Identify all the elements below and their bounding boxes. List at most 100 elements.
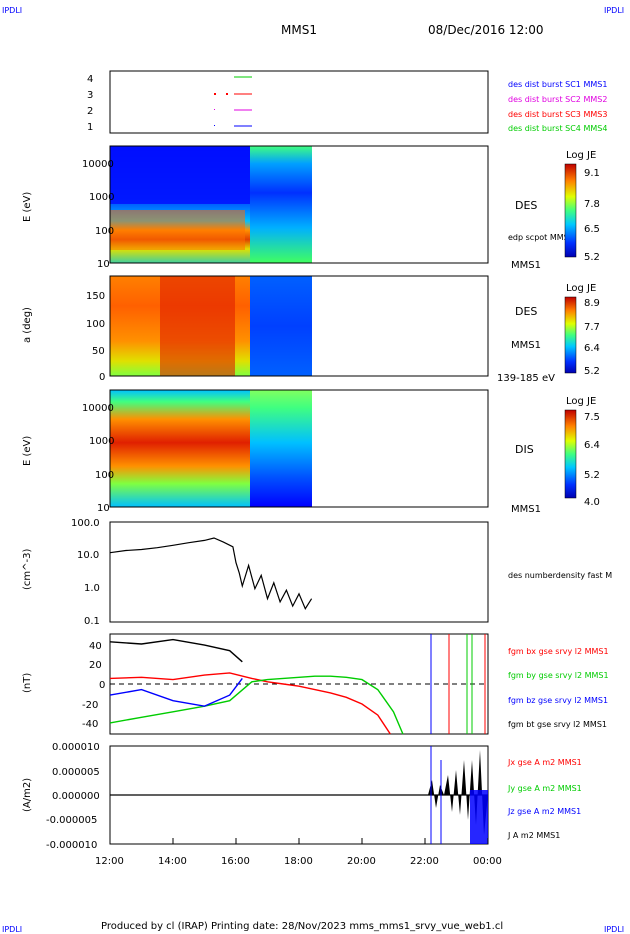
dis-energy-ytick: 10000: [82, 403, 114, 414]
density-panel: 100.0 10.0 1.0 0.1 (cm^-3) des numberden…: [22, 518, 612, 627]
legend-bt: fgm bt gse srvy l2 MMS1: [508, 720, 607, 729]
plot-date-time: 08/Dec/2016 12:00: [428, 23, 544, 37]
time-tick-label: 20:00: [347, 856, 376, 867]
time-tick-label: 12:00: [95, 856, 124, 867]
colorbar-tick: 7.8: [584, 199, 600, 210]
colorbar-tick: 9.1: [584, 168, 600, 179]
time-tick-label: 16:00: [221, 856, 250, 867]
corner-label-top-left: IPDLI: [2, 6, 22, 15]
bfield-ytick: 0: [99, 680, 105, 691]
colorbar-tick: 6.4: [584, 440, 600, 451]
current-ytick: -0.000010: [46, 840, 97, 851]
corner-label-bottom-left: IPDLI: [2, 925, 22, 934]
colorbar-tick: 8.9: [584, 298, 600, 309]
colorbar-tick: 5.2: [584, 252, 600, 263]
current-ylabel: (A/m2): [22, 778, 33, 812]
dis-energy-panel: 10000 1000 100 10 E (eV) DIS MMS1 Log JE…: [22, 389, 600, 515]
des-pitch-tail: [250, 276, 312, 376]
current-late-burst: [428, 750, 488, 835]
legend-bx: fgm bx gse srvy l2 MMS1: [508, 647, 609, 656]
current-ytick: 0.000005: [52, 767, 100, 778]
bfield-line: [109, 672, 391, 735]
des-energy-ytick: 100: [95, 226, 114, 237]
density-ytick: 1.0: [84, 583, 100, 594]
bfield-ytick: -40: [82, 719, 98, 730]
burst-ytick: 1: [87, 122, 93, 133]
time-tick-label: 22:00: [410, 856, 439, 867]
des-pitch-colorbar: [564, 296, 577, 374]
dis-energy-instrument-label: DIS: [515, 443, 534, 456]
footer-credit: Produced by cl (IRAP) Printing date: 28/…: [101, 921, 503, 932]
des-energy-tail: [250, 146, 312, 263]
legend-burst-mms2: des dist burst SC2 MMS2: [508, 95, 607, 104]
des-pitch-ytick: 0: [99, 372, 105, 383]
time-axis: 12:00 14:00 16:00 18:00 20:00 22:00 00:00: [95, 838, 502, 867]
legend-bz: fgm bz gse srvy l2 MMS1: [508, 696, 608, 705]
des-energy-colorbar-title: Log JE: [566, 150, 596, 161]
bfield-ytick: -20: [82, 700, 98, 711]
burst-ytick: 3: [87, 90, 93, 101]
burst-dot: [214, 125, 215, 126]
time-tick-label: 14:00: [158, 856, 187, 867]
bfield-line: [109, 675, 404, 735]
burst-ytick: 2: [87, 106, 93, 117]
des-pitch-ytick: 150: [86, 291, 105, 302]
density-legend: des numberdensity fast M: [508, 571, 612, 580]
spacecraft-title: MMS1: [281, 23, 317, 37]
des-energy-ytick: 10000: [82, 159, 114, 170]
colorbar-tick: 5.2: [584, 366, 600, 377]
bfield-panel: 40 20 0 -20 -40 (nT) fgm bx gse srvy l2 …: [22, 633, 609, 735]
legend-burst-mms3: des dist burst SC3 MMS3: [508, 110, 607, 119]
des-pitch-ytick: 100: [86, 319, 105, 330]
density-ytick: 10.0: [77, 550, 99, 561]
des-pitch-panel: 150 100 50 0 a (deg) DES MMS1 139-185 eV…: [22, 275, 600, 384]
des-energy-ytick: 1000: [89, 192, 114, 203]
des-pitch-hot-region: [160, 276, 235, 376]
bfield-ylabel: (nT): [22, 673, 33, 693]
des-energy-ylabel: E (eV): [22, 192, 33, 222]
colorbar-tick: 6.4: [584, 343, 600, 354]
bfield-line: [109, 638, 243, 663]
colorbar-tick: 7.7: [584, 322, 600, 333]
current-ytick: -0.000005: [46, 815, 97, 826]
legend-jx: Jx gse A m2 MMS1: [507, 758, 582, 767]
time-tick-label: 00:00: [473, 856, 502, 867]
des-pitch-ytick: 50: [92, 346, 105, 357]
bfield-series: [109, 638, 404, 735]
des-pitch-energy-range: 139-185 eV: [497, 373, 555, 384]
des-energy-scpot-label: edp scpot MMS1: [508, 233, 574, 242]
colorbar-tick: 4.0: [584, 497, 600, 508]
des-energy-hot-band: [110, 210, 245, 250]
density-ylabel: (cm^-3): [22, 549, 33, 590]
des-energy-instrument-label: DES: [515, 199, 537, 212]
bfield-line: [109, 677, 243, 707]
legend-by: fgm by gse srvy l2 MMS1: [508, 671, 609, 680]
dis-energy-colorbar: [564, 409, 577, 499]
des-energy-core: [110, 146, 250, 204]
current-jz-burst: [470, 790, 488, 844]
dis-energy-sc-label: MMS1: [511, 504, 541, 515]
des-pitch-ylabel: a (deg): [22, 307, 33, 343]
des-energy-sc-label: MMS1: [511, 260, 541, 271]
legend-jy: Jy gse A m2 MMS1: [507, 784, 582, 793]
des-energy-colorbar: [564, 163, 577, 258]
dis-energy-ytick: 10: [97, 503, 110, 514]
des-energy-ytick: 10: [97, 259, 110, 270]
burst-dot: [214, 93, 216, 95]
dis-energy-ylabel: E (eV): [22, 436, 33, 466]
time-tick-label: 18:00: [284, 856, 313, 867]
corner-label-top-right: IPDLI: [604, 6, 624, 15]
legend-burst-mms1: des dist burst SC1 MMS1: [508, 80, 607, 89]
colorbar-tick: 6.5: [584, 224, 600, 235]
legend-burst-mms4: des dist burst SC4 MMS4: [508, 124, 607, 133]
dis-energy-ytick: 1000: [89, 436, 114, 447]
burst-dot: [214, 109, 215, 110]
dis-energy-ytick: 100: [95, 470, 114, 481]
density-line: [109, 537, 313, 610]
des-pitch-colorbar-title: Log JE: [566, 283, 596, 294]
burst-ytick: 4: [87, 74, 93, 85]
des-pitch-instrument-label: DES: [515, 305, 537, 318]
bfield-ytick: 40: [89, 641, 102, 652]
current-panel: 0.000010 0.000005 0.000000 -0.000005 -0.…: [22, 742, 582, 867]
density-series: [109, 537, 313, 610]
